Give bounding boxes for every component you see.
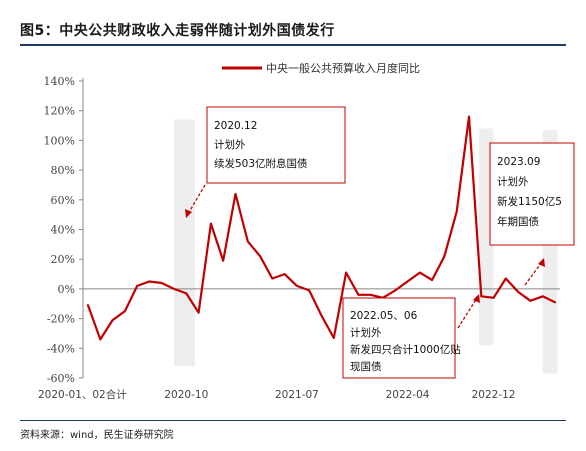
dashed-arrow xyxy=(187,184,206,215)
y-tick-label: -20% xyxy=(47,313,75,326)
dashed-arrow xyxy=(524,261,543,286)
y-tick-label: 140% xyxy=(44,75,75,88)
source-note: 资料来源：wind，民生证券研究院 xyxy=(20,430,174,441)
x-tick-label: 2022-04 xyxy=(386,389,430,401)
annotation-line: 计划外 xyxy=(350,326,382,339)
x-tick-label: 2021-07 xyxy=(275,389,319,401)
legend: 中央一般公共预算收入月度同比 xyxy=(222,61,420,75)
y-tick-label: 40% xyxy=(51,224,75,237)
annotation-line: 续发503亿附息国债 xyxy=(214,157,308,170)
annotation-2020-12: 2020.12 计划外 续发503亿附息国债 xyxy=(206,106,346,184)
annotation-line: 计划外 xyxy=(214,138,246,151)
source-rule xyxy=(20,420,566,421)
y-tick-label: 80% xyxy=(51,164,75,177)
annotation-line: 现国债 xyxy=(350,360,382,373)
annotation-line: 2023.09 xyxy=(497,156,540,168)
x-axis-ticks: 2020-01、02合计 2020-10 2021-07 2022-04 2022-12 xyxy=(38,388,515,401)
y-tick-label: 0% xyxy=(58,283,75,296)
y-tick-label: 60% xyxy=(51,194,75,207)
annotation-box xyxy=(206,106,346,184)
figure-title: 图5：中央公共财政收入走弱伴随计划外国债发行 xyxy=(20,23,335,39)
y-tick-label: -40% xyxy=(47,342,75,355)
annotation-box xyxy=(342,297,456,379)
y-axis-ticks: -60% -40% -20% 0% 20% 40% 60% 80% 100% 120% 140% xyxy=(44,75,83,385)
annotation-line: 年期国债 xyxy=(497,215,539,228)
annotation-2023-09: 2023.09 计划外 新发1150亿5 年期国债 xyxy=(489,142,575,246)
annotation-line: 2022.05、06 xyxy=(350,310,418,322)
annotation-arrows xyxy=(185,184,545,329)
annotation-2022-05: 2022.05、06 计划外 新发四只合计1000亿贴 现国债 xyxy=(342,297,461,379)
annotation-line: 计划外 xyxy=(497,175,529,188)
arrow-head xyxy=(473,294,480,303)
y-tick-label: -60% xyxy=(47,372,75,385)
arrow-head xyxy=(538,258,545,267)
legend-label: 中央一般公共预算收入月度同比 xyxy=(266,61,420,75)
arrow-head xyxy=(185,209,192,218)
x-tick-label: 2020-01、02合计 xyxy=(38,388,127,401)
annotation-box xyxy=(489,142,575,246)
annotation-line: 新发1150亿5 xyxy=(497,195,562,208)
x-tick-label: 2022-12 xyxy=(472,389,516,401)
y-tick-label: 20% xyxy=(51,253,75,266)
annotation-line: 2020.12 xyxy=(214,120,257,132)
title-rule xyxy=(20,44,566,46)
series-line xyxy=(86,115,557,341)
x-tick-label: 2020-10 xyxy=(164,389,208,401)
shaded-period xyxy=(174,119,195,367)
y-tick-label: 120% xyxy=(44,105,75,118)
dashed-arrow xyxy=(457,297,478,329)
y-tick-label: 100% xyxy=(44,134,75,147)
annotation-line: 新发四只合计1000亿贴 xyxy=(350,343,461,356)
